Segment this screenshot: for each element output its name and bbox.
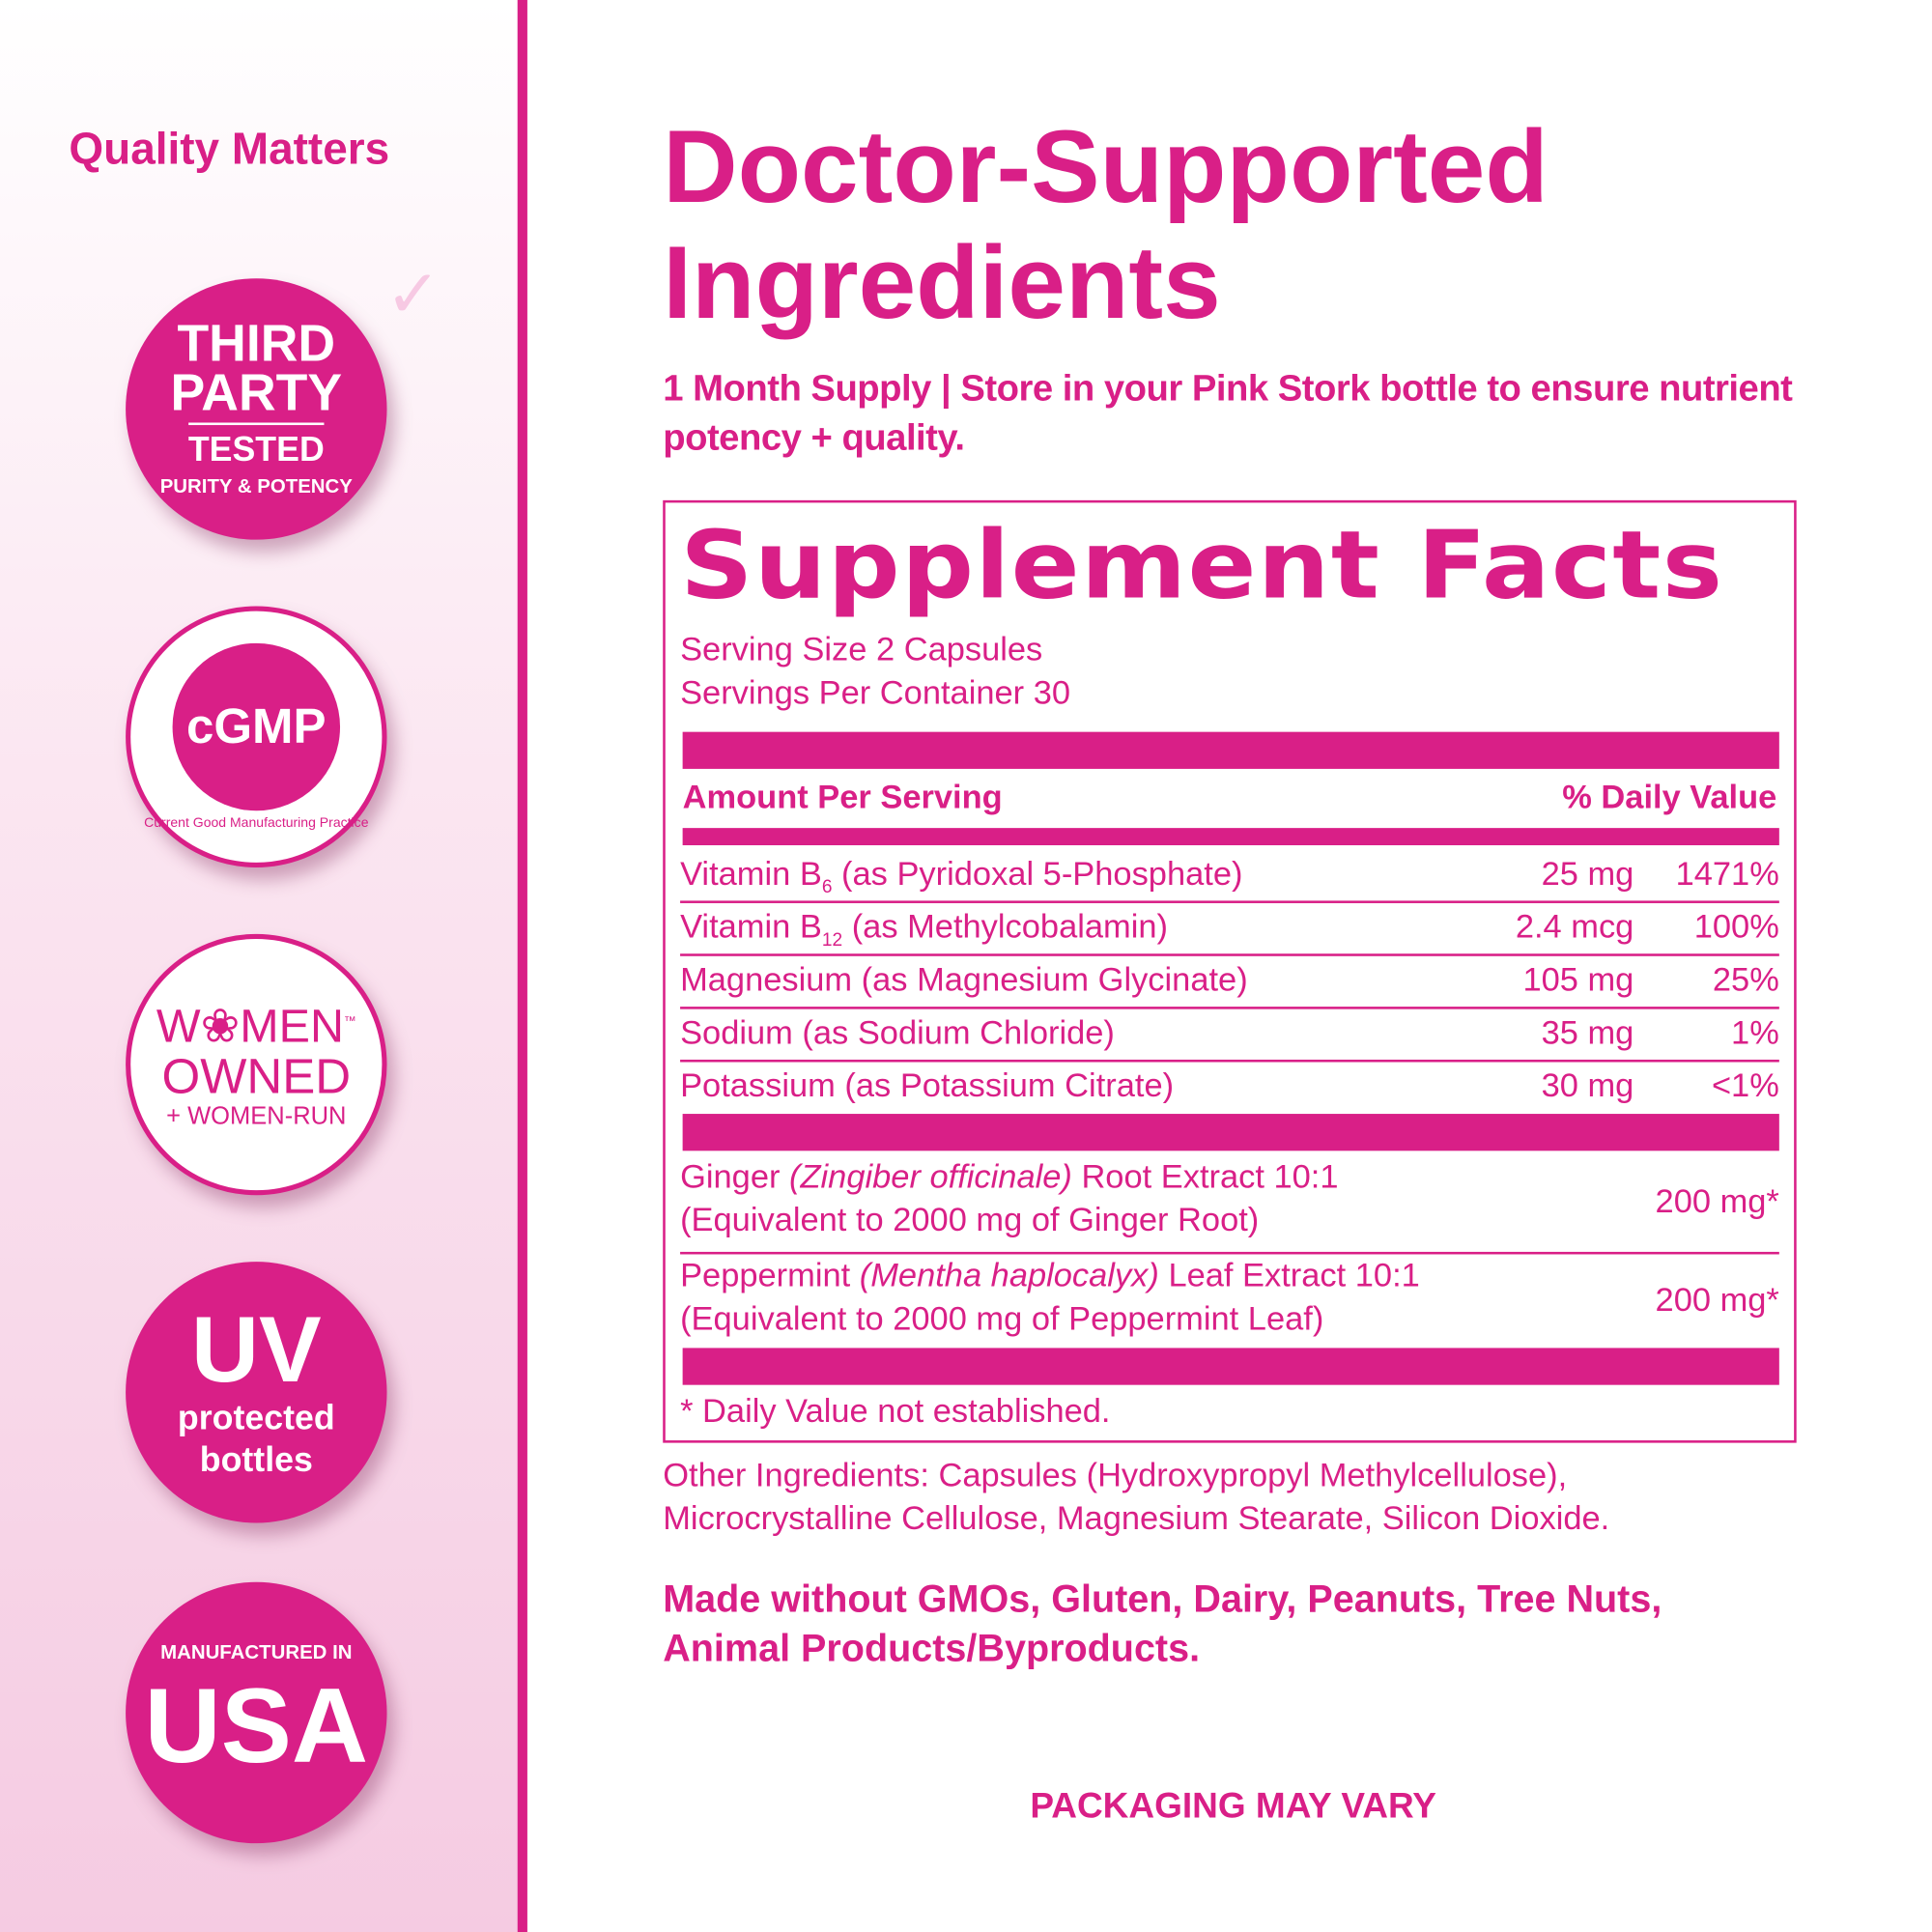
header-dv: % Daily Value [1562, 779, 1777, 816]
nutrient-row: Potassium (as Potassium Citrate) 30 mg <1% [680, 1066, 1779, 1104]
divider-bar [682, 828, 1779, 845]
header-amount: Amount Per Serving [682, 779, 1003, 816]
nutrient-row: Vitamin B12 (as Methylcobalamin) 2.4 mcg 1… [680, 900, 1779, 956]
checkmark-icon: ✓ [384, 257, 441, 332]
servings-per-container: Servings Per Container 30 [680, 673, 1070, 711]
herb-row: Ginger (Zingiber officinale) Root Extrac… [680, 1155, 1779, 1255]
supplement-facts-panel: Supplement Facts Serving Size 2 Capsules… [663, 499, 1797, 1443]
cgmp-badge: cGMP Current Good Manufacturing Practice [126, 606, 387, 867]
made-without: Made without GMOs, Gluten, Dairy, Peanut… [663, 1577, 1662, 1621]
nutrient-row: Vitamin B6 (as Pyridoxal 5-Phosphate) 25 … [680, 848, 1779, 903]
divider-bar [682, 1114, 1779, 1151]
footnote: * Daily Value not established. [680, 1392, 1111, 1430]
subtitle: 1 Month Supply | Store in your Pink Stor… [663, 368, 1793, 459]
other-ingredients: Other Ingredients: Capsules (Hydroxyprop… [663, 1456, 1568, 1493]
serving-size: Serving Size 2 Capsules [680, 631, 1043, 668]
uv-protected-badge: UV protected bottles [126, 1262, 387, 1523]
packaging-note: PACKAGING MAY VARY [1030, 1786, 1436, 1827]
nutrient-row: Sodium (as Sodium Chloride) 35 mg 1% [680, 1007, 1779, 1063]
herb-row: Peppermint (Mentha haplocalyx) Leaf Extr… [680, 1257, 1779, 1337]
divider [517, 0, 527, 1932]
women-owned-badge: W❀MEN™ OWNED + WOMEN-RUN [126, 933, 387, 1196]
nutrient-row: Magnesium (as Magnesium Glycinate) 105 mg… [680, 953, 1779, 1009]
divider-bar [682, 731, 1779, 769]
facts-title: Supplement Facts [680, 510, 1724, 620]
divider-bar [682, 1348, 1779, 1385]
made-in-usa-badge: MANUFACTURED IN USA [126, 1581, 387, 1844]
other-ingredients: Microcrystalline Cellulose, Magnesium St… [663, 1499, 1610, 1537]
third-party-tested-badge: THIRD PARTY TESTED PURITY & POTENCY ✓ [126, 261, 441, 540]
page-title: Doctor-Supported Ingredients [663, 108, 1548, 341]
sidebar-title: Quality Matters [69, 123, 390, 174]
made-without: Animal Products/Byproducts. [663, 1626, 1201, 1670]
